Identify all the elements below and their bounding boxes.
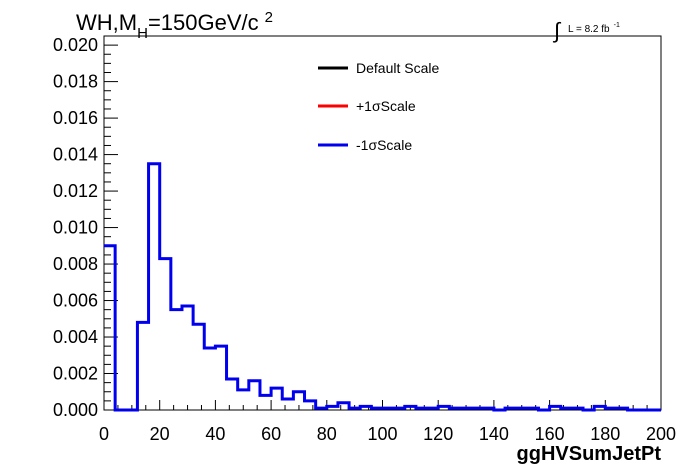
title-rest: =150GeV/c bbox=[148, 10, 259, 35]
histogram-series-minus-1sigma bbox=[104, 162, 661, 412]
y-tick-label: 0.002 bbox=[53, 364, 98, 384]
series-layer bbox=[104, 162, 661, 412]
x-tick-label: 40 bbox=[205, 424, 225, 444]
x-tick-label: 180 bbox=[590, 424, 620, 444]
y-tick-label: 0.004 bbox=[53, 327, 98, 347]
title-superscript: 2 bbox=[265, 9, 273, 26]
y-tick-label: 0.014 bbox=[53, 145, 98, 165]
lumi-integral: ∫ bbox=[552, 18, 562, 43]
x-tick-label: 140 bbox=[479, 424, 509, 444]
y-tick-label: 0.018 bbox=[53, 72, 98, 92]
x-axis-label: ggHVSumJetPt bbox=[517, 443, 662, 465]
title-subscript: H bbox=[137, 25, 148, 42]
title-main: WH,M bbox=[76, 10, 137, 35]
legend-label-default: Default Scale bbox=[356, 60, 439, 76]
chart-title: WH,MH=150GeV/c 2 bbox=[76, 9, 273, 42]
x-tick-label: 80 bbox=[317, 424, 337, 444]
y-tick-label: 0.006 bbox=[53, 291, 98, 311]
y-tick-label: 0.020 bbox=[53, 35, 98, 55]
legend-label-minus: -1σScale bbox=[356, 137, 412, 153]
x-tick-label: 20 bbox=[150, 424, 170, 444]
x-tick-label: 200 bbox=[646, 424, 676, 444]
y-tick-label: 0.016 bbox=[53, 108, 98, 128]
lumi-text: L = 8.2 fb -1 bbox=[568, 22, 620, 35]
x-tick-label: 120 bbox=[423, 424, 453, 444]
y-tick-label: 0.012 bbox=[53, 181, 98, 201]
y-tick-label: 0.000 bbox=[53, 400, 98, 420]
lumi-value: L = 8.2 fb bbox=[568, 24, 610, 35]
x-tick-label: 160 bbox=[535, 424, 565, 444]
x-tick-label: 0 bbox=[99, 424, 109, 444]
legend-label-plus: +1σScale bbox=[356, 98, 416, 114]
y-tick-label: 0.008 bbox=[53, 254, 98, 274]
y-tick-label: 0.010 bbox=[53, 218, 98, 238]
lumi-superscript: -1 bbox=[614, 22, 620, 29]
x-tick-label: 60 bbox=[261, 424, 281, 444]
axes: 0 20 40 60 80 100 120 140 160 180 200 0.000 0.002 0.0… bbox=[53, 35, 676, 444]
x-tick-label: 100 bbox=[367, 424, 397, 444]
legend: Default Scale +1σScale -1σScale bbox=[318, 60, 439, 153]
